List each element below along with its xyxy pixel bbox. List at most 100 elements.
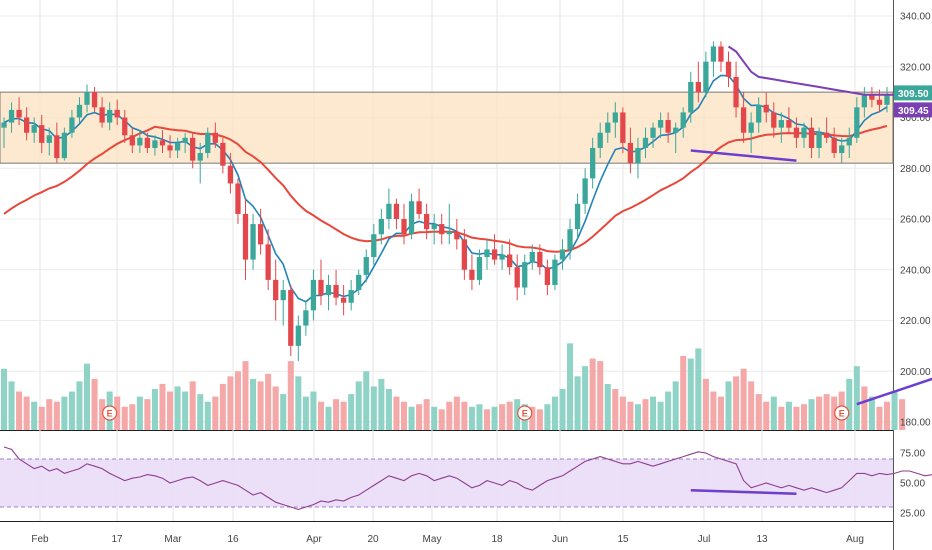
candle-up[interactable] xyxy=(182,137,188,143)
candle-down[interactable] xyxy=(514,267,520,288)
candle-down[interactable] xyxy=(454,231,460,240)
candle-down[interactable] xyxy=(869,94,875,100)
candle-up[interactable] xyxy=(854,107,860,138)
candle-up[interactable] xyxy=(325,284,332,296)
candle-down[interactable] xyxy=(763,104,769,113)
candle-up[interactable] xyxy=(408,201,415,235)
candle-up[interactable] xyxy=(590,147,596,179)
candle-down[interactable] xyxy=(129,135,135,146)
candle-up[interactable] xyxy=(69,117,75,133)
candle-up[interactable] xyxy=(46,135,52,143)
candle-up[interactable] xyxy=(152,140,158,148)
candle-down[interactable] xyxy=(401,219,407,235)
earnings-marker[interactable] xyxy=(102,405,118,421)
candle-down[interactable] xyxy=(265,244,271,280)
candle-up[interactable] xyxy=(778,120,784,128)
candle-up[interactable] xyxy=(446,231,452,235)
candle-up[interactable] xyxy=(363,257,369,275)
candle-down[interactable] xyxy=(725,61,732,77)
candle-up[interactable] xyxy=(657,120,664,128)
candle-up[interactable] xyxy=(567,229,573,250)
candle-down[interactable] xyxy=(740,107,747,133)
candle-down[interactable] xyxy=(423,213,430,230)
candle-up[interactable] xyxy=(748,122,754,133)
candle-up[interactable] xyxy=(174,142,181,151)
candle-down[interactable] xyxy=(831,137,837,154)
candle-down[interactable] xyxy=(23,117,30,133)
candle-up[interactable] xyxy=(280,290,286,301)
candle-down[interactable] xyxy=(122,117,128,136)
candle-down[interactable] xyxy=(16,109,22,118)
candle-down[interactable] xyxy=(771,112,777,128)
candle-up[interactable] xyxy=(884,94,890,105)
candle-up[interactable] xyxy=(356,274,362,291)
candle-up[interactable] xyxy=(801,127,807,138)
candle-down[interactable] xyxy=(220,142,226,166)
candle-down[interactable] xyxy=(876,99,883,105)
candle-down[interactable] xyxy=(212,132,218,143)
candle-down[interactable] xyxy=(620,112,626,143)
candle-up[interactable] xyxy=(673,127,679,133)
candle-down[interactable] xyxy=(39,125,45,143)
candle-up[interactable] xyxy=(688,81,694,113)
candle-up[interactable] xyxy=(582,178,588,204)
candle-down[interactable] xyxy=(167,145,173,151)
candle-up[interactable] xyxy=(522,262,528,288)
candle-down[interactable] xyxy=(159,140,166,146)
candle-up[interactable] xyxy=(310,279,317,311)
trend-line-volume[interactable] xyxy=(856,377,932,406)
candle-up[interactable] xyxy=(612,112,618,123)
candle-down[interactable] xyxy=(537,251,543,268)
candle-down[interactable] xyxy=(227,165,234,184)
candle-up[interactable] xyxy=(137,137,143,146)
candle-up[interactable] xyxy=(295,325,301,346)
candle-up[interactable] xyxy=(31,125,37,133)
candle-up[interactable] xyxy=(703,61,709,93)
candle-down[interactable] xyxy=(114,109,120,118)
candle-up[interactable] xyxy=(348,290,354,303)
candle-up[interactable] xyxy=(8,109,15,123)
candle-up[interactable] xyxy=(197,153,203,161)
candle-up[interactable] xyxy=(378,219,384,235)
candle-down[interactable] xyxy=(288,290,294,346)
candle-up[interactable] xyxy=(386,203,392,219)
candle-down[interactable] xyxy=(393,203,400,219)
candle-down[interactable] xyxy=(695,81,701,93)
candle-down[interactable] xyxy=(99,107,105,123)
candle-down[interactable] xyxy=(91,92,98,108)
candle-up[interactable] xyxy=(205,132,211,154)
candle-up[interactable] xyxy=(76,104,83,118)
candle-down[interactable] xyxy=(461,239,468,270)
candle-down[interactable] xyxy=(54,135,60,159)
candle-down[interactable] xyxy=(718,46,724,62)
candle-up[interactable] xyxy=(371,234,377,258)
earnings-marker[interactable] xyxy=(517,405,533,421)
candle-down[interactable] xyxy=(491,249,498,260)
candle-up[interactable] xyxy=(107,109,113,123)
candle-up[interactable] xyxy=(861,94,868,108)
candle-up[interactable] xyxy=(250,224,256,260)
candle-up[interactable] xyxy=(846,137,852,146)
candle-up[interactable] xyxy=(529,251,535,263)
candle-up[interactable] xyxy=(476,257,483,280)
candle-up[interactable] xyxy=(839,145,845,154)
candle-up[interactable] xyxy=(680,112,686,128)
candle-down[interactable] xyxy=(416,201,422,214)
candle-up[interactable] xyxy=(499,254,505,260)
candle-down[interactable] xyxy=(242,213,249,260)
candle-up[interactable] xyxy=(642,137,649,148)
candle-up[interactable] xyxy=(552,259,558,285)
candle-down[interactable] xyxy=(733,76,739,108)
candle-down[interactable] xyxy=(507,254,513,268)
candle-up[interactable] xyxy=(1,122,7,128)
candle-up[interactable] xyxy=(484,249,490,258)
candle-up[interactable] xyxy=(431,224,437,230)
candle-down[interactable] xyxy=(144,137,151,148)
candle-up[interactable] xyxy=(756,104,762,123)
candle-up[interactable] xyxy=(597,132,603,148)
candle-up[interactable] xyxy=(710,46,717,62)
candle-up[interactable] xyxy=(303,310,309,326)
candle-up[interactable] xyxy=(574,203,581,230)
candle-up[interactable] xyxy=(559,249,566,260)
